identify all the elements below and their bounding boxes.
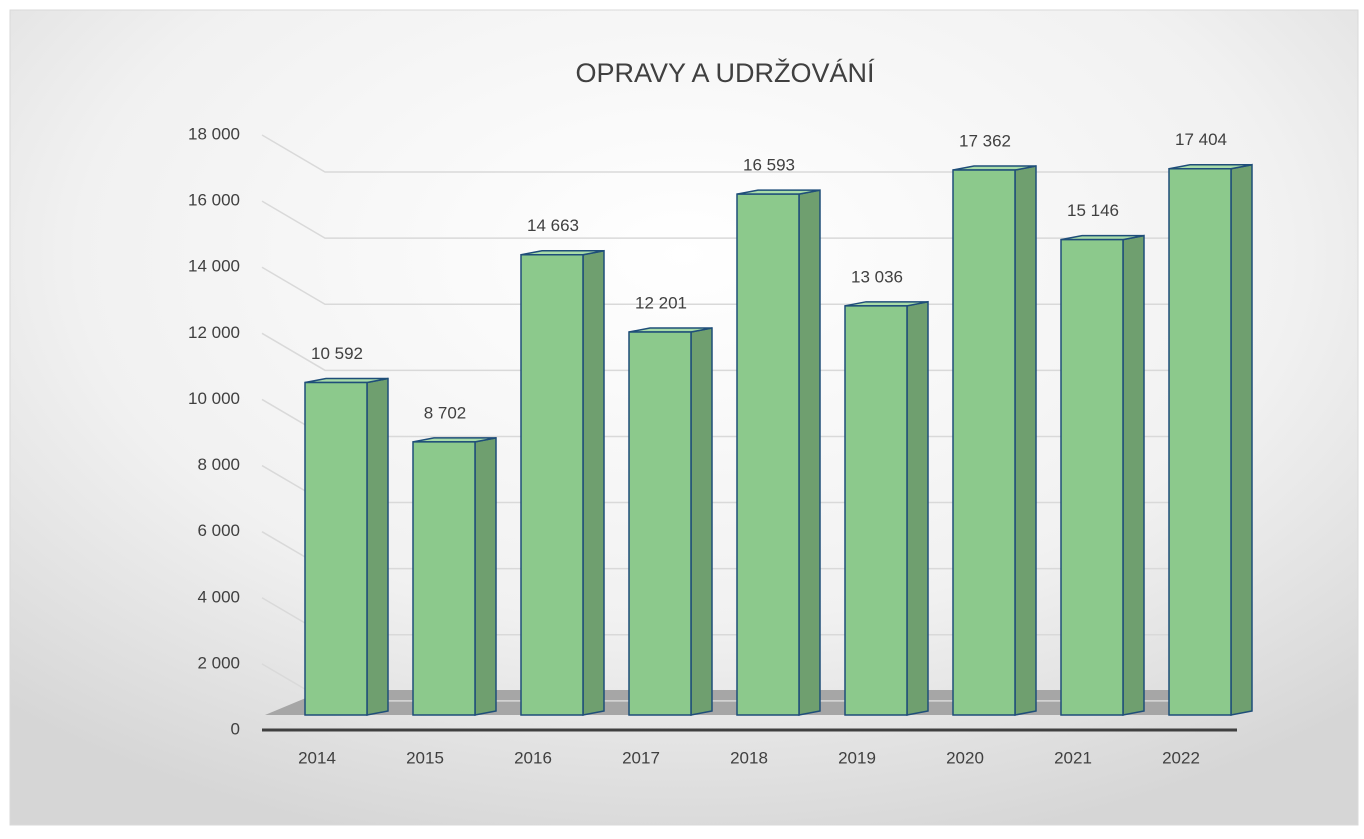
value-label: 16 593 (743, 156, 795, 175)
bar (952, 165, 1037, 716)
value-label: 17 362 (959, 132, 1011, 151)
bar-side (1230, 163, 1253, 716)
x-tick-label: 2019 (838, 748, 876, 767)
y-tick-label: 2 000 (197, 653, 240, 672)
bar (520, 249, 605, 716)
bar (1060, 234, 1145, 716)
grid-line (261, 134, 1210, 173)
bar-front (520, 253, 584, 716)
y-tick-label: 6 000 (197, 521, 240, 540)
x-tick-label: 2018 (730, 748, 768, 767)
x-tick-label: 2022 (1162, 748, 1200, 767)
bar (844, 300, 929, 716)
bar-side (474, 436, 497, 716)
y-tick-label: 18 000 (188, 124, 240, 143)
bar (304, 377, 389, 716)
y-tick-label: 10 000 (188, 389, 240, 408)
bar-side (690, 327, 713, 716)
y-tick-label: 0 (231, 719, 240, 738)
bar-side (906, 300, 929, 716)
value-label: 10 592 (311, 344, 363, 363)
y-tick-label: 16 000 (188, 191, 240, 210)
x-tick-label: 2021 (1054, 748, 1092, 767)
x-tick-label: 2017 (622, 748, 660, 767)
grid-line (261, 200, 1210, 239)
bar-front (736, 193, 800, 716)
bar-front (412, 441, 476, 716)
y-tick-label: 4 000 (197, 587, 240, 606)
x-tick-label: 2016 (514, 748, 552, 767)
y-tick-label: 8 000 (197, 455, 240, 474)
bar-front (1060, 238, 1124, 716)
bar-side (1014, 165, 1037, 716)
bar-front (844, 305, 908, 716)
bar (736, 189, 821, 716)
value-label: 15 146 (1067, 201, 1119, 220)
bar (628, 327, 713, 716)
bar-side (366, 377, 389, 716)
y-tick-label: 14 000 (188, 257, 240, 276)
value-label: 12 201 (635, 294, 687, 313)
bar-side (1122, 234, 1145, 716)
x-tick-label: 2014 (298, 748, 336, 767)
value-label: 17 404 (1175, 130, 1227, 149)
bar-front (628, 331, 692, 716)
bar (412, 436, 497, 716)
bar-front (952, 169, 1016, 716)
y-tick-label: 12 000 (188, 323, 240, 342)
x-tick-label: 2015 (406, 748, 444, 767)
bar-side (798, 189, 821, 716)
bar-side (582, 249, 605, 716)
bar-front (1168, 167, 1232, 716)
bar-front (304, 381, 368, 716)
bar (1168, 163, 1253, 716)
value-label: 8 702 (424, 403, 467, 422)
value-label: 13 036 (851, 267, 903, 286)
chart-title: OPRAVY A UDRŽOVÁNÍ (575, 57, 875, 88)
x-tick-label: 2020 (946, 748, 984, 767)
value-label: 14 663 (527, 216, 579, 235)
